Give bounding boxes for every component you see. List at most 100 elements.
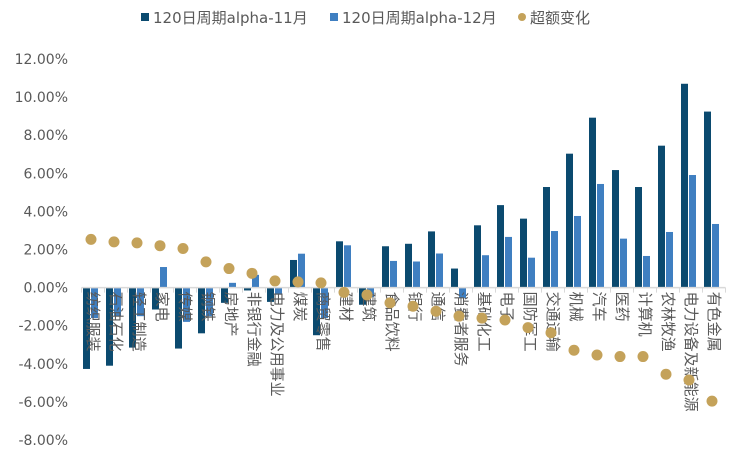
scatter-point xyxy=(476,312,488,324)
bar-dec xyxy=(390,260,397,288)
x-tick-label: 国防军工 xyxy=(521,292,539,352)
bar-nov xyxy=(428,231,435,288)
scatter-point xyxy=(269,275,281,287)
bar-dec xyxy=(91,287,98,319)
x-tick-label: 医药 xyxy=(613,292,631,322)
scatter-point xyxy=(614,351,626,363)
scatter-point xyxy=(568,344,580,356)
bar-nov xyxy=(221,287,228,303)
bars xyxy=(83,83,719,369)
y-tick-label: 4.00% xyxy=(24,204,68,220)
legend: 120日周期alpha-11月 120日周期alpha-12月 超额变化 xyxy=(141,9,590,27)
y-tick-label: 8.00% xyxy=(24,128,68,144)
scatter-point xyxy=(591,349,603,361)
bar-nov xyxy=(566,153,573,288)
bar-nov xyxy=(405,243,412,288)
bar-dec xyxy=(252,274,259,288)
x-tick-label: 非银行金融 xyxy=(245,292,263,367)
legend-label: 120日周期alpha-12月 xyxy=(342,9,497,27)
scatter-point xyxy=(177,243,189,255)
legend-swatch xyxy=(518,13,526,21)
scatter-point xyxy=(315,277,327,289)
bar-nov xyxy=(129,287,136,348)
bar-dec xyxy=(459,287,466,299)
bar-nov xyxy=(658,145,665,288)
scatter-point xyxy=(361,289,373,301)
x-tick-label: 农林牧渔 xyxy=(659,292,677,352)
bar-dec xyxy=(551,231,558,288)
bar-dec xyxy=(275,287,282,295)
bar-nov xyxy=(336,241,343,288)
legend-swatch xyxy=(330,13,338,21)
bar-dec xyxy=(620,238,627,288)
x-tick-label: 煤炭 xyxy=(291,292,309,322)
scatter-point xyxy=(407,300,419,312)
bar-nov xyxy=(497,205,504,288)
bar-nov xyxy=(313,287,320,336)
scatter-point xyxy=(453,310,465,322)
scatter-point xyxy=(384,297,396,309)
scatter-point xyxy=(522,322,534,334)
bar-dec xyxy=(666,231,673,288)
bar-dec xyxy=(436,253,443,288)
bar-dec xyxy=(505,236,512,288)
scatter-point xyxy=(660,368,672,380)
bar-dec xyxy=(344,245,351,288)
x-tick-label: 家电 xyxy=(153,292,171,322)
scatter-point xyxy=(246,267,258,279)
bar-nov xyxy=(704,111,711,288)
bar-nov xyxy=(83,287,90,369)
bar-nov xyxy=(152,287,159,310)
y-tick-label: 6.00% xyxy=(24,166,68,182)
bar-nov xyxy=(681,83,688,288)
y-tick-label: 12.00% xyxy=(15,52,68,68)
legend-label: 超额变化 xyxy=(530,9,590,27)
x-tick-label: 房地产 xyxy=(222,292,240,337)
scatter-point xyxy=(108,236,120,248)
y-tick-label: 0.00% xyxy=(24,281,68,297)
scatter-point xyxy=(200,256,212,268)
scatter-point xyxy=(154,240,166,252)
y-tick-label: 2.00% xyxy=(24,243,68,259)
bar-dec xyxy=(712,223,719,288)
y-tick-label: -6.00% xyxy=(18,395,68,411)
bar-nov xyxy=(244,287,251,291)
x-tick-label: 建材 xyxy=(337,292,355,322)
scatter-point xyxy=(637,351,649,363)
scatter-point xyxy=(85,233,97,245)
bar-dec xyxy=(597,183,604,288)
scatter-point xyxy=(430,305,442,317)
bar-nov xyxy=(175,287,182,349)
scatter-point xyxy=(292,276,304,288)
scatter-point xyxy=(499,314,511,326)
bar-dec xyxy=(160,267,167,288)
bar-dec xyxy=(298,253,305,288)
x-tick-label: 电子 xyxy=(498,292,516,322)
bar-dec xyxy=(482,255,489,288)
scatter-points xyxy=(85,233,718,407)
x-tick-label: 汽车 xyxy=(590,292,608,322)
bar-dec xyxy=(137,287,144,317)
y-axis: 12.00% 10.00% 8.00% 6.00% 4.00% 2.00% 0.00% -2.… xyxy=(15,52,68,449)
legend-label: 120日周期alpha-11月 xyxy=(153,9,308,27)
bar-dec xyxy=(321,287,328,319)
y-tick-label: -2.00% xyxy=(18,319,68,335)
bar-dec xyxy=(528,257,535,288)
scatter-point xyxy=(131,237,143,249)
legend-swatch xyxy=(141,13,149,21)
bar-nov xyxy=(589,117,596,288)
bar-dec xyxy=(689,175,696,288)
y-tick-label: -8.00% xyxy=(18,433,68,449)
x-tick-label: 机械 xyxy=(567,292,585,322)
bar-dec xyxy=(183,287,190,322)
bar-dec xyxy=(574,215,581,288)
scatter-point xyxy=(223,263,235,275)
x-tick-label: 消费者服务 xyxy=(452,292,470,367)
bar-nov xyxy=(543,187,550,288)
scatter-point xyxy=(338,286,350,298)
bar-nov xyxy=(612,170,619,288)
bar-dec xyxy=(229,282,236,288)
x-tick-label: 计算机 xyxy=(636,292,654,337)
scatter-point xyxy=(683,374,695,386)
